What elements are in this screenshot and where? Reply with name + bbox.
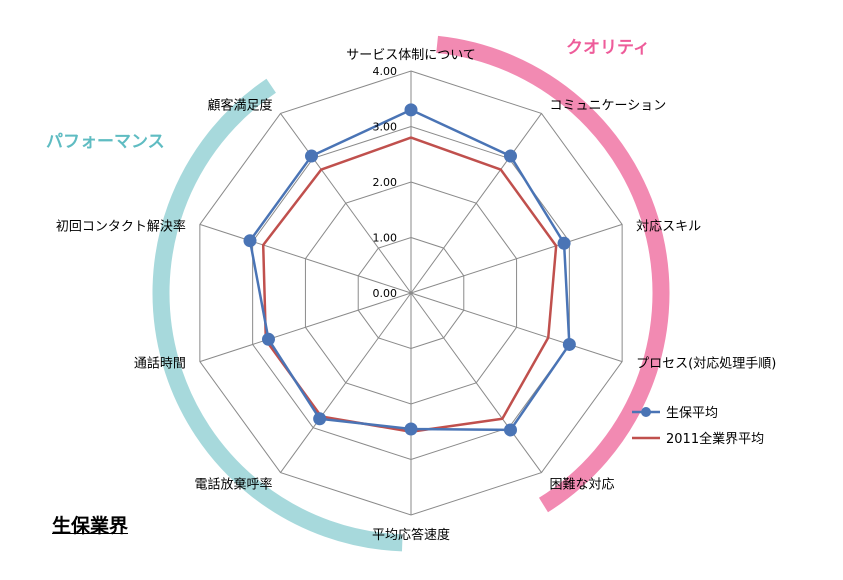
axis-label: 困難な対応 [549,478,614,493]
series-point [313,412,327,426]
tick-label: 2.00 [373,176,398,189]
series-point [243,234,257,248]
radar-series [243,103,576,437]
group-title-quality: クオリティ [566,38,650,58]
axis-label: サービス体制について [346,48,476,63]
grid-spoke [410,292,623,363]
legend-marker-series-1 [641,407,651,417]
legend: 生保平均 2011全業界平均 [632,406,764,447]
tick-label: 3.00 [373,121,398,134]
series-point [562,337,576,351]
tick-label: 4.00 [373,65,398,78]
radar-grid [199,70,623,516]
group-arcs [152,35,670,552]
axis-label: コミュニケーション [549,98,666,113]
axis-label: 電話放棄呼率 [194,477,272,493]
axis-label: 対応スキル [636,219,701,234]
page-title: 生保業界 [52,515,129,537]
axis-label: 顧客満足度 [207,97,272,113]
series-point [404,422,418,436]
arc-performance [152,78,403,552]
grid-spoke [280,292,412,473]
series-point [557,236,571,250]
grid-spoke [410,223,623,294]
series-point [404,103,418,117]
grid-spoke [199,292,412,363]
series-point [261,332,275,346]
series-line [261,136,558,433]
grid-spoke [199,223,412,294]
axis-label: 初回コンタクト解決率 [56,218,186,234]
arc-quality [436,35,670,513]
axis-label: 平均応答速度 [372,527,450,543]
series-point [503,149,517,163]
axis-label: プロセス(対応処理手順) [636,357,776,372]
tick-label: 0.00 [373,287,398,300]
grid-spoke [410,292,542,473]
group-title-performance: パフォーマンス [46,132,165,152]
legend-label-series-1: 生保平均 [666,406,718,421]
legend-label-series-2: 2011全業界平均 [666,431,764,447]
grid-spoke [280,113,412,294]
grid-spoke [410,113,542,294]
tick-labels: 0.00 1.00 2.00 3.00 4.00 [373,65,398,300]
axis-label: 通話時間 [134,356,186,372]
series-point [305,149,319,163]
series-line [248,108,571,432]
series-point [503,423,517,437]
tick-label: 1.00 [373,232,398,245]
